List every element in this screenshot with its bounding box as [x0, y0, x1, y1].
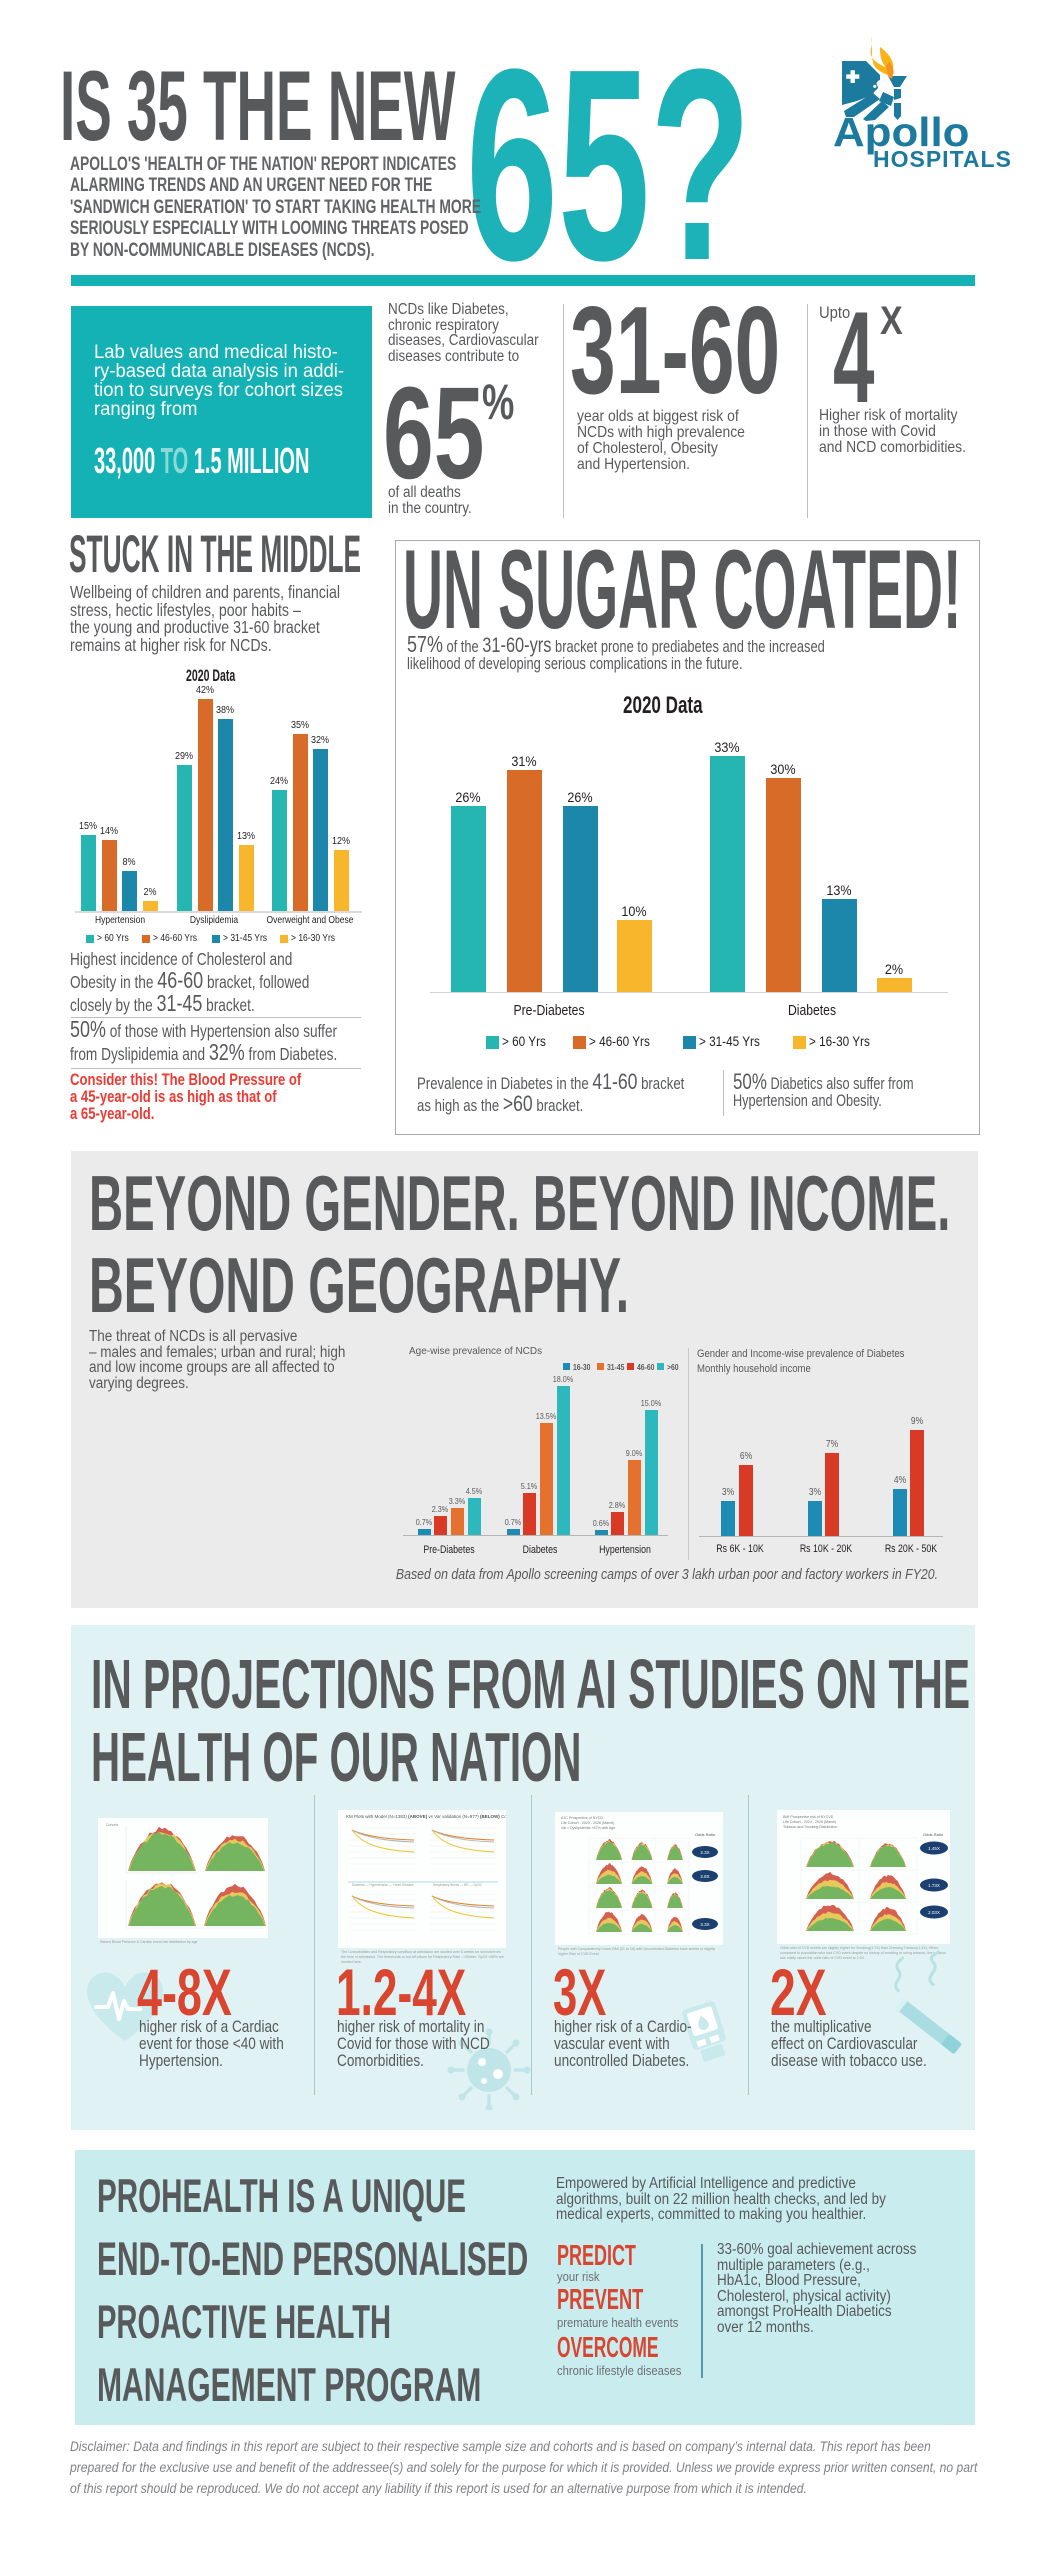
svg-text:Life Cohort - 2020 - 2026 (Mar: Life Cohort - 2020 - 2026 (March): [561, 1821, 614, 1825]
svg-text:Cohorts: Cohorts: [106, 1823, 119, 1827]
svg-text:3.3X: 3.3X: [700, 1922, 709, 1927]
svg-text:KM Plots with Model (N=1383) (: KM Plots with Model (N=1383) (ABOVE) vs …: [346, 1814, 506, 1819]
svg-text:2.03X: 2.03X: [928, 1910, 940, 1915]
svg-text:2.8X: 2.8X: [700, 1874, 709, 1879]
svg-text:Diabetes — Hypertension — Hear: Diabetes — Hypertension — Heart Disease: [352, 1883, 414, 1887]
svg-text:2.3X: 2.3X: [700, 1850, 709, 1855]
svg-text:Odds Ratio: Odds Ratio: [923, 1832, 944, 1837]
svg-text:Respiratory illness — RR — SpO: Respiratory illness — RR — SpO2: [433, 1883, 482, 1887]
svg-text:Val = Dyslipidemia +87% with A: Val = Dyslipidemia +87% with Age: [561, 1826, 615, 1830]
svg-text:Life Cohort - 2024 - 2026 (Mar: Life Cohort - 2024 - 2026 (March): [783, 1820, 836, 1824]
svg-text:A1C Prospective of NYCD: A1C Prospective of NYCD: [561, 1816, 603, 1820]
svg-text:BMI Prospective risk of NYCVD: BMI Prospective risk of NYCVD: [783, 1815, 834, 1819]
svg-text:1.73X: 1.73X: [928, 1883, 940, 1888]
svg-text:Odds Ratio: Odds Ratio: [695, 1832, 716, 1837]
svg-text:Tobacco and Smoking Distributi: Tobacco and Smoking Distribution: [783, 1825, 837, 1829]
svg-text:1.45X: 1.45X: [928, 1846, 940, 1851]
